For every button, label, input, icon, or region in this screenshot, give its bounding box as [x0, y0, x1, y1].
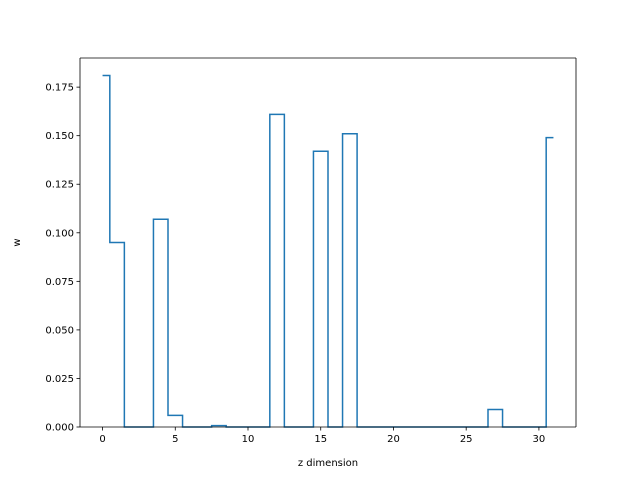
y-tick-label: 0.075 [45, 277, 74, 288]
y-tick-label: 0.000 [45, 423, 74, 434]
x-tick-label: 5 [172, 434, 178, 445]
x-tick-label: 15 [314, 434, 327, 445]
y-tick-label: 0.175 [45, 83, 74, 94]
y-axis-label: w [12, 238, 23, 246]
x-tick-label: 0 [99, 434, 105, 445]
y-tick-label: 0.100 [45, 228, 74, 239]
x-axis-label: z dimension [298, 458, 358, 469]
y-tick-label: 0.025 [45, 374, 74, 385]
x-tick-label: 25 [460, 434, 473, 445]
x-tick-label: 20 [387, 434, 400, 445]
y-tick-label: 0.050 [45, 325, 74, 336]
x-tick-label: 10 [242, 434, 255, 445]
axes-layer [79, 57, 577, 428]
y-tick-label: 0.125 [45, 180, 74, 191]
x-tick-label: 30 [533, 434, 546, 445]
ticks-layer: 0 5 10 15 20 25 30 0.000 0.025 0.050 0.075 0.100 0.1… [45, 83, 545, 445]
y-tick-label: 0.150 [45, 131, 74, 142]
